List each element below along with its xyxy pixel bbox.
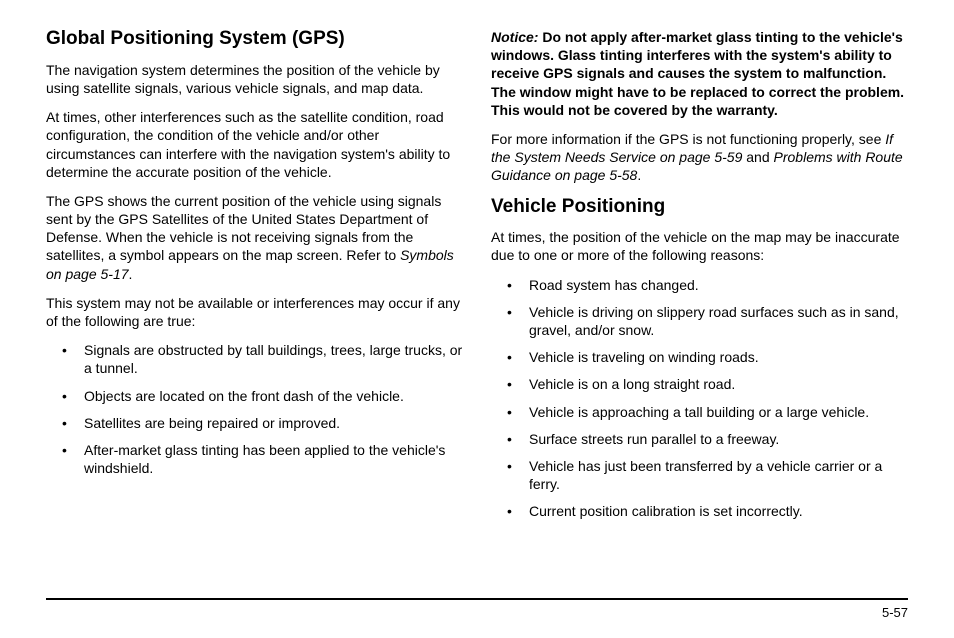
list-item: Current position calibration is set inco… <box>519 502 908 520</box>
manual-page: Global Positioning System (GPS) The navi… <box>0 0 954 638</box>
gps-p3-text: The GPS shows the current position of th… <box>46 193 441 264</box>
gps-paragraph-1: The navigation system determines the pos… <box>46 61 463 97</box>
notice-label: Notice: <box>491 29 538 45</box>
list-item: Satellites are being repaired or improve… <box>74 414 463 432</box>
vp-intro-paragraph: At times, the position of the vehicle on… <box>491 228 908 264</box>
list-item: Road system has changed. <box>519 276 908 294</box>
notice-paragraph: Notice: Do not apply after-market glass … <box>491 28 908 119</box>
more-info-paragraph: For more information if the GPS is not f… <box>491 130 908 185</box>
list-item: Vehicle is on a long straight road. <box>519 375 908 393</box>
left-column: Global Positioning System (GPS) The navi… <box>46 28 463 531</box>
footer-rule <box>46 598 908 601</box>
page-number: 5-57 <box>46 605 908 620</box>
gps-bullet-list: Signals are obstructed by tall buildings… <box>46 341 463 477</box>
right-column: Notice: Do not apply after-market glass … <box>491 28 908 531</box>
page-footer: 5-57 <box>46 598 908 620</box>
gps-paragraph-3: The GPS shows the current position of th… <box>46 192 463 283</box>
list-item: Vehicle is driving on slippery road surf… <box>519 303 908 339</box>
notice-text: Do not apply after-market glass tinting … <box>491 29 904 118</box>
more-info-a: For more information if the GPS is not f… <box>491 131 885 147</box>
list-item: Vehicle is approaching a tall building o… <box>519 403 908 421</box>
vehicle-positioning-heading: Vehicle Positioning <box>491 196 908 219</box>
vp-bullet-list: Road system has changed. Vehicle is driv… <box>491 276 908 521</box>
gps-paragraph-4: This system may not be available or inte… <box>46 294 463 330</box>
list-item: Vehicle is traveling on winding roads. <box>519 348 908 366</box>
gps-p3-end: . <box>129 266 133 282</box>
list-item: Objects are located on the front dash of… <box>74 387 463 405</box>
gps-heading: Global Positioning System (GPS) <box>46 28 463 51</box>
gps-paragraph-2: At times, other interferences such as th… <box>46 108 463 181</box>
list-item: After-market glass tinting has been appl… <box>74 441 463 477</box>
list-item: Vehicle has just been transferred by a v… <box>519 457 908 493</box>
two-column-layout: Global Positioning System (GPS) The navi… <box>46 28 908 531</box>
list-item: Signals are obstructed by tall buildings… <box>74 341 463 377</box>
more-info-and: and <box>742 149 773 165</box>
more-info-end: . <box>637 167 641 183</box>
list-item: Surface streets run parallel to a freewa… <box>519 430 908 448</box>
